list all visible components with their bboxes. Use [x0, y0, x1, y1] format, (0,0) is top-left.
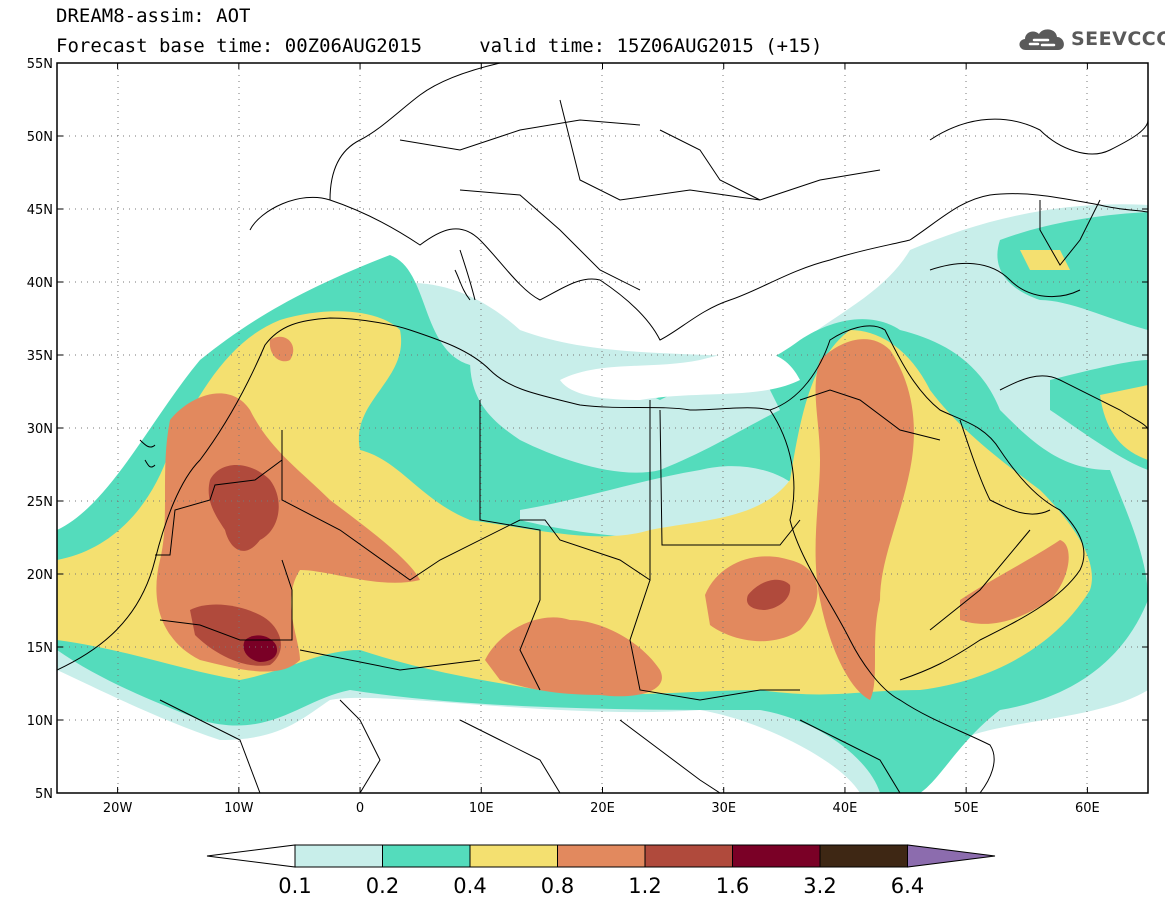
lat-tick-label: 30N	[27, 422, 53, 437]
aot-band-0.8	[156, 336, 1069, 700]
colorbar-swatch	[819, 844, 908, 868]
colorbar-swatch	[469, 844, 558, 868]
colorbar-level-label: 0.8	[541, 874, 574, 898]
lon-tick-label: 60E	[1075, 801, 1100, 816]
colorbar-swatch	[557, 844, 646, 868]
map-white-areas	[420, 63, 900, 400]
lon-tick-label: 40E	[833, 801, 858, 816]
lat-tick-label: 50N	[27, 130, 53, 145]
coastlines-and-borders	[57, 63, 1148, 793]
lat-tick-label: 25N	[27, 495, 53, 510]
latitude-ticks: 55N 50N 45N 40N 35N 30N 25N 20N 15N 10N 5N	[27, 57, 1148, 802]
lat-tick-label: 15N	[27, 641, 53, 656]
lon-tick-label: 50E	[954, 801, 979, 816]
lat-tick-label: 5N	[35, 787, 53, 802]
colorbar-level-label: 0.1	[278, 874, 311, 898]
lat-tick-label: 20N	[27, 568, 53, 583]
seevccc-logo: SEEVCCC	[1016, 26, 1165, 52]
lat-tick-label: 10N	[27, 714, 53, 729]
lon-tick-label: 10E	[469, 801, 494, 816]
lon-tick-label: 20W	[103, 801, 133, 816]
colorbar-level-label: 1.6	[716, 874, 749, 898]
aot-band-1.6	[243, 635, 278, 662]
logo-text: SEEVCCC	[1071, 28, 1165, 50]
colorbar-over-triangle	[907, 844, 996, 868]
color-bar: 0.1 0.2 0.4 0.8 1.2 1.6 3.2 6.4	[206, 844, 996, 898]
colorbar-level-label: 3.2	[803, 874, 836, 898]
colorbar-level-label: 6.4	[891, 874, 924, 898]
colorbar-swatch	[732, 844, 821, 868]
cloud-icon	[1019, 29, 1064, 50]
lon-tick-label: 30E	[711, 801, 736, 816]
colorbar-level-label: 1.2	[628, 874, 661, 898]
lat-tick-label: 40N	[27, 276, 53, 291]
lat-tick-label: 55N	[27, 57, 53, 72]
lon-tick-label: 10W	[224, 801, 254, 816]
colorbar-swatch	[294, 844, 383, 868]
lon-tick-label: 20E	[590, 801, 615, 816]
lat-tick-label: 45N	[27, 203, 53, 218]
lat-tick-label: 35N	[27, 349, 53, 364]
colorbar-level-label: 0.4	[453, 874, 486, 898]
lon-tick-label: 0	[356, 801, 364, 816]
forecast-time-subtitle: Forecast base time: 00Z06AUG2015 valid t…	[56, 35, 823, 57]
map-plot-area	[57, 63, 1148, 793]
colorbar-swatch	[382, 844, 471, 868]
longitude-ticks: 20W 10W 0 10E 20E 30E 40E 50E 60E	[103, 63, 1100, 816]
colorbar-under-triangle	[206, 844, 296, 868]
colorbar-swatch	[644, 844, 733, 868]
colorbar-level-label: 0.2	[366, 874, 399, 898]
map-title: DREAM8-assim: AOT	[56, 5, 251, 27]
